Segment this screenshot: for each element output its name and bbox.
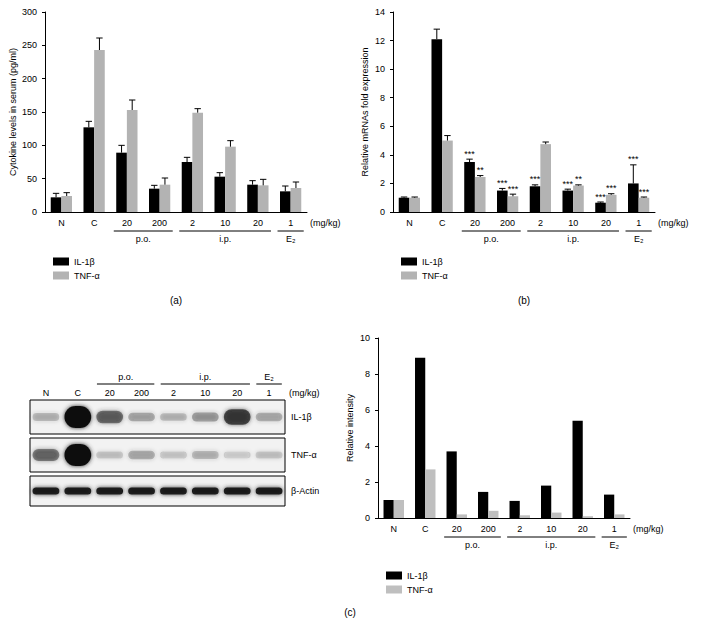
svg-text:1: 1 xyxy=(267,388,272,398)
svg-text:2: 2 xyxy=(538,218,543,228)
svg-text:***: *** xyxy=(595,192,606,202)
svg-text:250: 250 xyxy=(22,40,37,50)
svg-text:IL-1β: IL-1β xyxy=(291,412,312,422)
svg-text:0: 0 xyxy=(380,207,385,217)
svg-text:TNF-α: TNF-α xyxy=(291,450,317,460)
svg-text:1: 1 xyxy=(288,218,293,228)
svg-text:i.p.: i.p. xyxy=(219,234,231,244)
svg-text:100: 100 xyxy=(22,140,37,150)
svg-text:200: 200 xyxy=(134,388,149,398)
svg-text:10: 10 xyxy=(546,524,556,534)
svg-text:6: 6 xyxy=(365,405,370,415)
svg-text:(mg/kg): (mg/kg) xyxy=(289,388,320,398)
svg-text:i.p.: i.p. xyxy=(199,372,211,382)
svg-text:300: 300 xyxy=(22,7,37,17)
svg-text:***: *** xyxy=(497,178,508,188)
svg-text:IL-1β: IL-1β xyxy=(407,571,428,581)
svg-text:**: ** xyxy=(477,165,485,175)
svg-text:***: *** xyxy=(508,184,519,194)
svg-text:200: 200 xyxy=(500,218,515,228)
svg-text:(mg/kg): (mg/kg) xyxy=(658,218,689,228)
svg-text:C: C xyxy=(91,218,98,228)
svg-text:p.o.: p.o. xyxy=(465,540,480,550)
svg-text:1: 1 xyxy=(636,218,641,228)
svg-text:8: 8 xyxy=(380,93,385,103)
svg-text:20: 20 xyxy=(232,388,242,398)
svg-text:2: 2 xyxy=(380,178,385,188)
svg-text:2: 2 xyxy=(365,477,370,487)
svg-text:50: 50 xyxy=(27,174,37,184)
svg-text:20: 20 xyxy=(253,218,263,228)
svg-text:(c): (c) xyxy=(344,607,356,618)
svg-text:2: 2 xyxy=(171,388,176,398)
svg-text:20: 20 xyxy=(601,218,611,228)
svg-text:***: *** xyxy=(530,174,541,184)
svg-text:(mg/kg): (mg/kg) xyxy=(310,218,341,228)
svg-text:12: 12 xyxy=(375,36,385,46)
svg-text:200: 200 xyxy=(152,218,167,228)
svg-text:C: C xyxy=(75,388,82,398)
svg-text:20: 20 xyxy=(452,524,462,534)
svg-text:E₂: E₂ xyxy=(286,234,296,244)
svg-text:150: 150 xyxy=(22,107,37,117)
svg-text:2: 2 xyxy=(517,524,522,534)
svg-text:E₂: E₂ xyxy=(610,540,620,550)
svg-text:20: 20 xyxy=(105,388,115,398)
svg-text:N: N xyxy=(391,524,398,534)
svg-text:p.o.: p.o. xyxy=(136,234,151,244)
svg-text:14: 14 xyxy=(375,7,385,17)
svg-text:***: *** xyxy=(464,149,475,159)
svg-text:0: 0 xyxy=(365,513,370,523)
svg-text:Cytokine levels in serum (pg/m: Cytokine levels in serum (pg/ml) xyxy=(8,48,18,176)
svg-text:***: *** xyxy=(628,154,639,164)
svg-text:20: 20 xyxy=(470,218,480,228)
svg-text:C: C xyxy=(439,218,446,228)
svg-text:p.o.: p.o. xyxy=(484,234,499,244)
svg-text:6: 6 xyxy=(380,121,385,131)
svg-text:p.o.: p.o. xyxy=(118,372,133,382)
svg-text:***: *** xyxy=(639,187,650,197)
svg-text:(mg/kg): (mg/kg) xyxy=(633,524,664,534)
svg-text:N: N xyxy=(406,218,413,228)
svg-text:TNF-α: TNF-α xyxy=(74,271,100,281)
svg-text:0: 0 xyxy=(32,207,37,217)
svg-text:E₂: E₂ xyxy=(634,234,644,244)
svg-text:4: 4 xyxy=(365,441,370,451)
svg-text:N: N xyxy=(58,218,65,228)
svg-text:i.p.: i.p. xyxy=(545,540,557,550)
svg-text:200: 200 xyxy=(481,524,496,534)
svg-text:4: 4 xyxy=(380,150,385,160)
svg-text:1: 1 xyxy=(612,524,617,534)
svg-text:E₂: E₂ xyxy=(264,372,274,382)
svg-text:10: 10 xyxy=(568,218,578,228)
svg-text:IL-1β: IL-1β xyxy=(422,257,443,267)
svg-text:TNF-α: TNF-α xyxy=(422,271,448,281)
svg-text:8: 8 xyxy=(365,369,370,379)
svg-text:β-Actin: β-Actin xyxy=(291,486,319,496)
svg-text:TNF-α: TNF-α xyxy=(407,585,433,595)
svg-text:10: 10 xyxy=(375,64,385,74)
svg-text:i.p.: i.p. xyxy=(567,234,579,244)
svg-text:(b): (b) xyxy=(518,295,530,306)
svg-text:Relative intensity: Relative intensity xyxy=(345,393,355,462)
svg-text:10: 10 xyxy=(220,218,230,228)
svg-text:N: N xyxy=(43,388,50,398)
svg-text:10: 10 xyxy=(360,333,370,343)
svg-text:**: ** xyxy=(575,174,583,184)
svg-text:***: *** xyxy=(606,183,617,193)
svg-text:Relative mRNAs fold expression: Relative mRNAs fold expression xyxy=(360,47,370,176)
svg-text:IL-1β: IL-1β xyxy=(74,257,95,267)
svg-text:200: 200 xyxy=(22,74,37,84)
svg-text:***: *** xyxy=(563,179,574,189)
svg-text:10: 10 xyxy=(200,388,210,398)
svg-text:20: 20 xyxy=(122,218,132,228)
svg-text:20: 20 xyxy=(578,524,588,534)
svg-text:C: C xyxy=(422,524,429,534)
svg-text:2: 2 xyxy=(190,218,195,228)
svg-text:(a): (a) xyxy=(170,295,182,306)
